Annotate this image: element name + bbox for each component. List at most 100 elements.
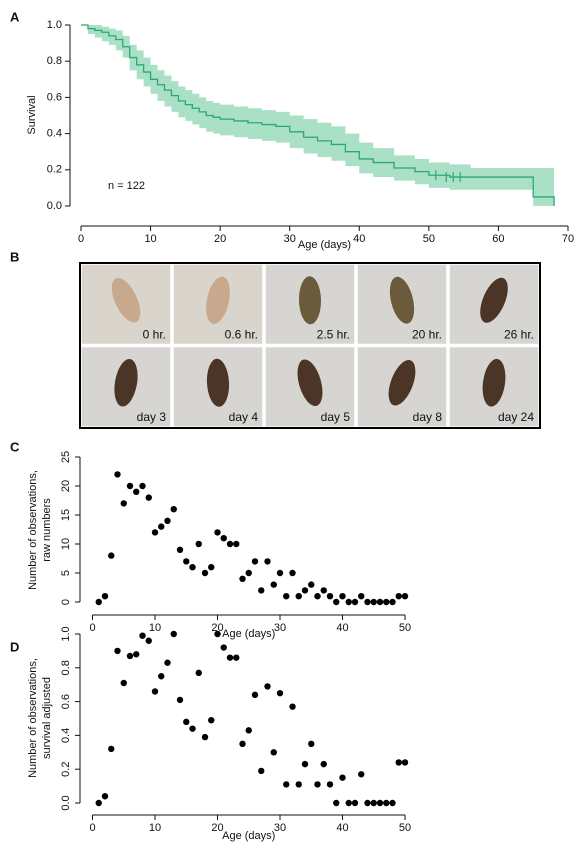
photo-caption: 2.5 hr. (317, 328, 350, 342)
point (170, 630, 177, 638)
point (233, 654, 240, 661)
x-tick-label: 0 (89, 822, 95, 834)
point (276, 689, 284, 697)
point (239, 575, 246, 582)
x-axis-label: Age (days) (298, 239, 351, 251)
y-tick-label: 15 (60, 509, 72, 521)
x-axis-label: Age (days) (222, 628, 275, 640)
point (320, 760, 327, 768)
point (326, 593, 334, 600)
point (339, 774, 346, 781)
point (395, 593, 402, 600)
x-tick-label: 60 (492, 233, 504, 245)
point (189, 564, 196, 571)
y-tick-label: 0 (60, 599, 72, 605)
point (195, 540, 202, 548)
y-tick-label: 1.0 (47, 19, 62, 31)
confidence-band (81, 25, 555, 206)
point (376, 799, 384, 807)
x-tick-label: 40 (336, 822, 348, 834)
y-tick-label: 0.8 (47, 55, 62, 67)
y-axis-label: Survival (26, 95, 38, 134)
y-axis-label: survival adjusted (41, 677, 53, 759)
point (295, 593, 302, 600)
photo-caption: 0.6 hr. (225, 328, 258, 342)
point (226, 540, 234, 548)
x-tick-label: 0 (78, 233, 84, 245)
panel-label: A (10, 9, 20, 24)
point (176, 546, 184, 553)
point (370, 598, 377, 606)
photo-caption: day 8 (413, 410, 443, 424)
point (295, 781, 302, 788)
point (158, 523, 165, 530)
point (389, 799, 396, 807)
point (395, 759, 402, 766)
y-tick-label: 0.0 (60, 795, 72, 810)
photo-caption: 20 hr. (412, 328, 442, 342)
point (370, 799, 377, 807)
y-tick-label: 25 (60, 451, 72, 463)
point (245, 569, 252, 577)
point (358, 593, 365, 600)
y-axis-label: raw numbers (41, 498, 53, 562)
point (351, 799, 359, 807)
point (201, 569, 209, 577)
panel-label: D (10, 639, 19, 654)
point (283, 593, 290, 600)
point (126, 482, 134, 490)
point (164, 659, 171, 666)
point (170, 506, 177, 513)
cricket (111, 278, 141, 323)
point (333, 799, 340, 807)
panel-label: B (10, 249, 19, 264)
x-tick-label: 30 (274, 822, 286, 834)
photo-caption: day 4 (229, 410, 259, 424)
point (133, 651, 140, 658)
point (376, 598, 384, 606)
x-tick-label: 10 (149, 622, 161, 634)
point (220, 644, 227, 651)
x-tick-label: 10 (149, 822, 161, 834)
y-tick-label: 0.6 (47, 91, 62, 103)
point (208, 716, 215, 724)
x-tick-label: 40 (336, 622, 348, 634)
point (214, 630, 221, 638)
cricket (389, 276, 415, 324)
point (245, 727, 252, 734)
cricket (298, 276, 322, 325)
point (270, 581, 277, 588)
y-tick-label: 0.2 (60, 762, 72, 777)
point (95, 598, 102, 606)
point (195, 669, 202, 677)
cricket (480, 277, 508, 323)
point (114, 647, 121, 655)
point (133, 488, 140, 495)
point (120, 500, 127, 507)
point (220, 535, 227, 542)
point (214, 529, 221, 536)
point (164, 517, 171, 524)
photo-caption: day 24 (498, 410, 534, 424)
y-tick-label: 0.8 (60, 660, 72, 675)
y-tick-label: 0.6 (60, 694, 72, 709)
photo-caption: day 3 (137, 410, 167, 424)
point (239, 740, 246, 748)
point (276, 569, 284, 577)
y-tick-label: 5 (60, 570, 72, 576)
cricket (388, 359, 416, 406)
point (145, 494, 152, 501)
point (114, 471, 121, 478)
x-tick-label: 20 (211, 822, 223, 834)
x-tick-label: 50 (399, 622, 411, 634)
point (189, 725, 196, 732)
point (139, 632, 146, 639)
point (351, 598, 359, 606)
x-tick-label: 30 (274, 622, 286, 634)
photo-caption: day 5 (321, 410, 351, 424)
point (108, 552, 115, 559)
point (270, 749, 277, 756)
point (176, 696, 184, 704)
point (345, 598, 352, 606)
x-tick-label: 0 (89, 622, 95, 634)
